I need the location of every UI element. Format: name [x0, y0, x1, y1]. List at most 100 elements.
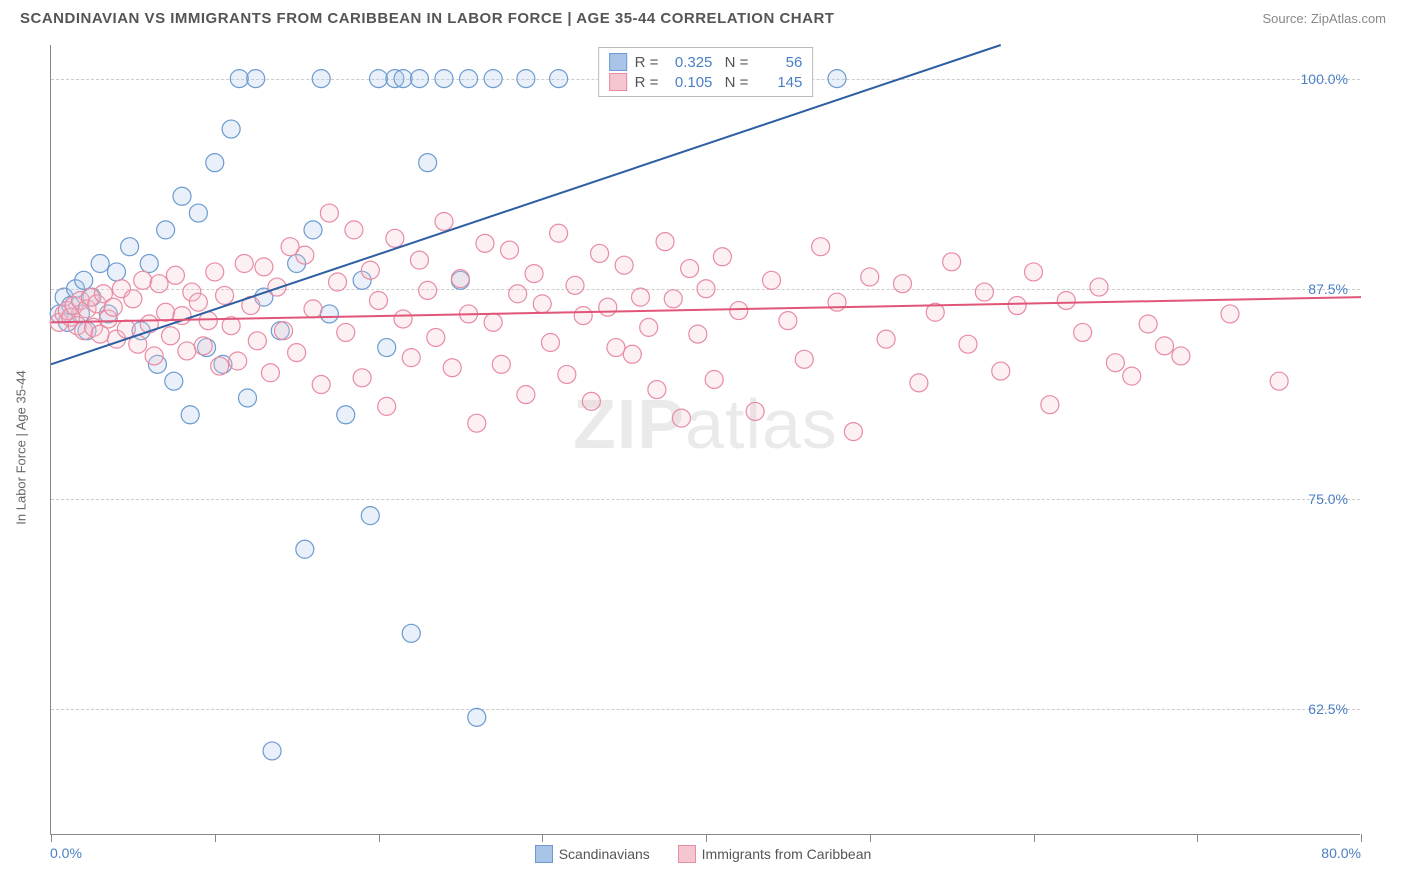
x-tick	[51, 834, 52, 842]
data-point	[189, 204, 207, 222]
data-point	[550, 224, 568, 242]
data-point	[216, 286, 234, 304]
data-point	[124, 290, 142, 308]
data-point	[648, 381, 666, 399]
data-point	[361, 507, 379, 525]
data-point	[599, 298, 617, 316]
data-point	[134, 271, 152, 289]
data-point	[1041, 396, 1059, 414]
data-point	[566, 276, 584, 294]
data-point	[263, 742, 281, 760]
data-point	[337, 406, 355, 424]
data-point	[402, 624, 420, 642]
data-point	[828, 70, 846, 88]
data-point	[492, 355, 510, 373]
data-point	[681, 260, 699, 278]
data-point	[157, 303, 175, 321]
data-point	[248, 332, 266, 350]
data-point	[779, 312, 797, 330]
data-point	[525, 265, 543, 283]
data-point	[656, 233, 674, 251]
data-point	[591, 244, 609, 262]
data-point	[689, 325, 707, 343]
y-tick-label: 100.0%	[1301, 71, 1348, 87]
data-point	[378, 339, 396, 357]
data-point	[150, 275, 168, 293]
y-axis-label: In Labor Force | Age 35-44	[14, 370, 29, 524]
data-point	[206, 154, 224, 172]
data-point	[541, 334, 559, 352]
data-point	[239, 389, 257, 407]
r-value: 0.105	[666, 74, 712, 91]
data-point	[443, 359, 461, 377]
data-point	[288, 344, 306, 362]
stats-row-scandinavians: R = 0.325 N = 56	[609, 52, 803, 72]
y-tick-label: 62.5%	[1308, 701, 1348, 717]
data-point	[1139, 315, 1157, 333]
data-point	[1025, 263, 1043, 281]
x-tick	[542, 834, 543, 842]
data-point	[378, 397, 396, 415]
data-point	[435, 212, 453, 230]
data-point	[763, 271, 781, 289]
data-point	[1123, 367, 1141, 385]
data-point	[1270, 372, 1288, 390]
legend-item-scandinavians: Scandinavians	[535, 845, 650, 863]
data-point	[329, 273, 347, 291]
legend-item-caribbean: Immigrants from Caribbean	[678, 845, 872, 863]
data-point	[509, 285, 527, 303]
data-point	[468, 708, 486, 726]
data-point	[211, 357, 229, 375]
data-point	[108, 263, 126, 281]
data-point	[1106, 354, 1124, 372]
data-point	[992, 362, 1010, 380]
stats-swatch-icon	[609, 73, 627, 91]
data-point	[1221, 305, 1239, 323]
data-point	[189, 293, 207, 311]
chart-plot-area: In Labor Force | Age 35-44 ZIPatlas R = …	[50, 45, 1360, 835]
data-point	[337, 323, 355, 341]
data-point	[410, 70, 428, 88]
data-point	[320, 204, 338, 222]
data-point	[517, 70, 535, 88]
data-point	[672, 409, 690, 427]
data-point	[558, 365, 576, 383]
data-point	[1090, 278, 1108, 296]
data-point	[705, 370, 723, 388]
data-point	[275, 322, 293, 340]
x-tick	[379, 834, 380, 842]
data-point	[959, 335, 977, 353]
data-point	[476, 234, 494, 252]
data-point	[460, 70, 478, 88]
data-point	[353, 369, 371, 387]
data-point	[370, 70, 388, 88]
r-label: R =	[635, 74, 659, 91]
data-point	[312, 376, 330, 394]
trend-line	[51, 45, 1001, 364]
data-point	[181, 406, 199, 424]
x-tick	[215, 834, 216, 842]
data-point	[91, 255, 109, 273]
data-point	[117, 320, 135, 338]
data-point	[194, 337, 212, 355]
data-point	[1074, 323, 1092, 341]
data-point	[230, 70, 248, 88]
x-tick	[1034, 834, 1035, 842]
data-point	[517, 386, 535, 404]
data-point	[861, 268, 879, 286]
data-point	[75, 271, 93, 289]
n-label: N =	[720, 54, 748, 71]
data-point	[623, 345, 641, 363]
n-value: 56	[756, 54, 802, 71]
data-point	[1008, 297, 1026, 315]
data-point	[468, 414, 486, 432]
data-point	[533, 295, 551, 313]
source-label: Source: ZipAtlas.com	[1262, 11, 1386, 26]
data-point	[162, 327, 180, 345]
data-point	[713, 248, 731, 266]
stats-swatch-icon	[609, 53, 627, 71]
chart-title: SCANDINAVIAN VS IMMIGRANTS FROM CARIBBEA…	[20, 10, 834, 27]
data-point	[894, 275, 912, 293]
correlation-stats-box: R = 0.325 N = 56 R = 0.105 N = 145	[598, 47, 814, 97]
data-point	[304, 300, 322, 318]
